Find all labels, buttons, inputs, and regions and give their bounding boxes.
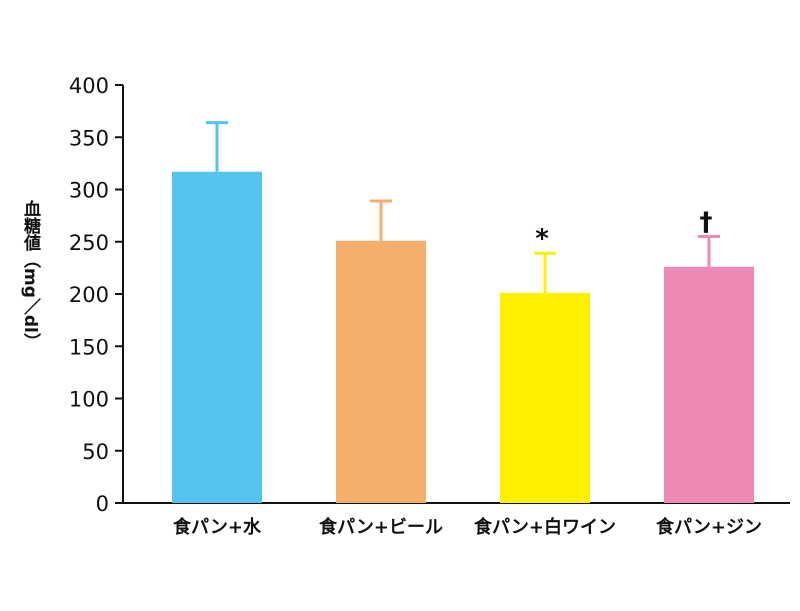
y-tick-label: 50 <box>82 440 109 464</box>
annotation: * <box>535 224 549 254</box>
bar <box>172 171 262 504</box>
x-tick-label: 食パン+ビール <box>318 516 443 538</box>
x-tick-label: 食パン+白ワイン <box>473 516 616 538</box>
error-bar <box>534 251 556 293</box>
y-tick-label: 350 <box>69 126 109 150</box>
error-bar <box>698 235 720 267</box>
y-tick-label: 400 <box>69 74 109 98</box>
y-axis-label: 血糖値（mg／dl） <box>20 199 42 350</box>
x-tick-label: 食パン+ジン <box>655 516 762 538</box>
y-tick-label: 150 <box>69 335 109 359</box>
y-tick-label: 100 <box>69 388 109 412</box>
y-tick-label: 250 <box>69 231 109 255</box>
x-tick-label: 食パン+水 <box>172 516 262 538</box>
bar <box>336 240 426 503</box>
y-tick-label: 0 <box>96 492 109 516</box>
y-tick-label: 200 <box>69 283 109 307</box>
y-tick-label: 300 <box>69 179 109 203</box>
bar <box>500 292 590 503</box>
bar <box>664 266 754 503</box>
error-bar <box>370 199 392 241</box>
error-bar <box>206 121 228 172</box>
annotation: † <box>700 208 713 238</box>
